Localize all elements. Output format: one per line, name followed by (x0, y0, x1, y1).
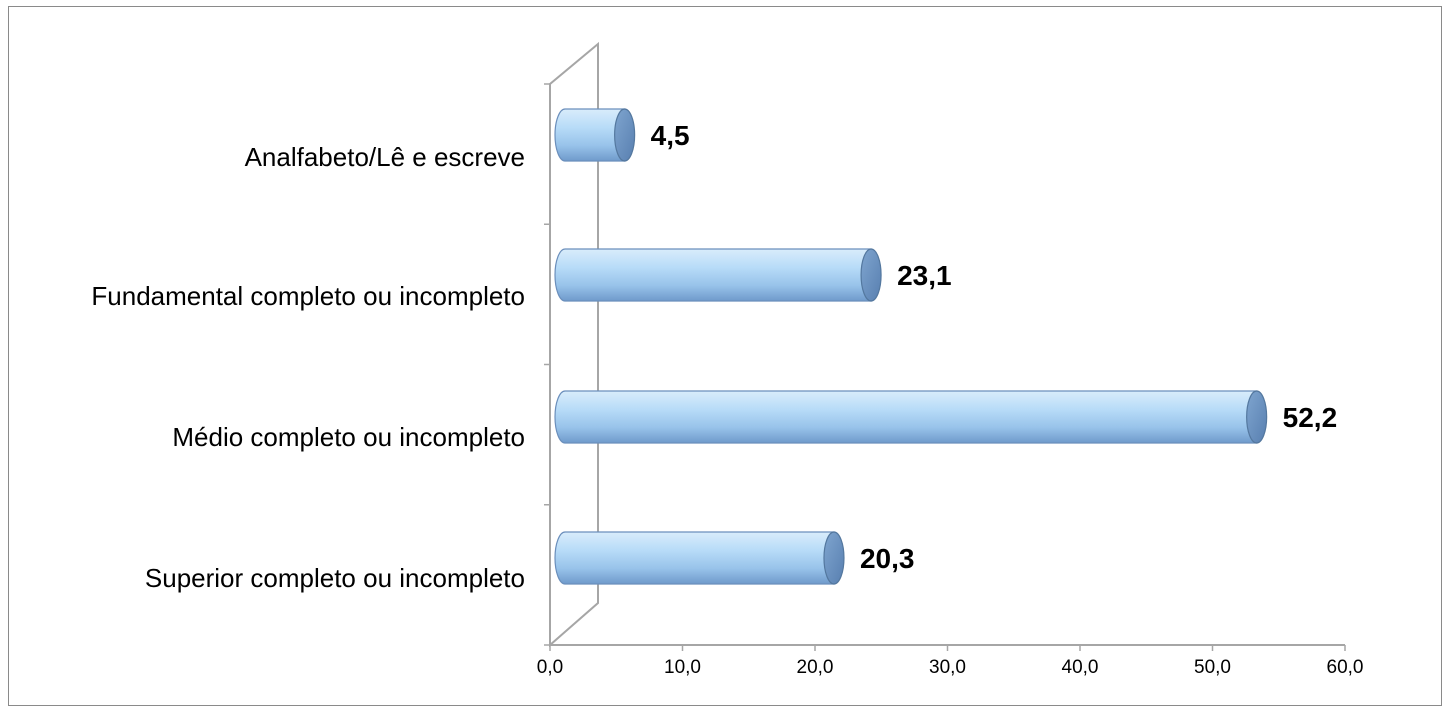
category-label: Médio completo ou incompleto (172, 422, 525, 452)
bar-cap (860, 248, 882, 302)
x-tick-label: 50,0 (1194, 657, 1231, 678)
x-tick-label: 10,0 (664, 657, 701, 678)
x-tick-label: 30,0 (929, 657, 966, 678)
data-label: 20,3 (860, 543, 915, 574)
side-wall (549, 41, 599, 648)
category-label: Fundamental completo ou incompleto (91, 281, 525, 311)
bar (554, 248, 882, 302)
bar-body (554, 390, 1258, 444)
bar-cap (823, 531, 845, 585)
x-tick-label: 60,0 (1327, 657, 1364, 678)
chart-frame (8, 6, 1442, 706)
category-label: Superior completo ou incompleto (145, 563, 525, 593)
x-tick-label: 40,0 (1062, 657, 1099, 678)
bar-body (554, 248, 872, 302)
data-label: 52,2 (1283, 402, 1338, 433)
chart-walls (544, 41, 599, 648)
bar-series: 4,5 23,1 52,2 20,3 (554, 108, 1338, 585)
bar-cap (614, 108, 636, 162)
bar (554, 531, 845, 585)
data-label: 23,1 (897, 260, 952, 291)
bar-body (554, 531, 835, 585)
bar (554, 108, 636, 162)
data-label: 4,5 (651, 120, 690, 151)
x-tick-label: 20,0 (797, 657, 834, 678)
bar (554, 390, 1268, 444)
bar-cap (1246, 390, 1268, 444)
x-tick-label: 0,0 (537, 657, 563, 678)
category-axis: Analfabeto/Lê e escreve Fundamental compl… (91, 142, 525, 593)
category-label: Analfabeto/Lê e escreve (245, 142, 525, 172)
x-axis: 0,0 10,0 20,0 30,0 40,0 50,0 60,0 (537, 644, 1364, 678)
bar-body (554, 108, 626, 162)
